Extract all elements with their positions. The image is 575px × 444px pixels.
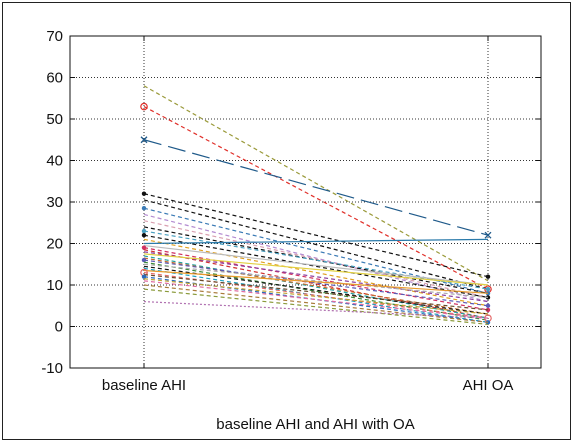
- data-point: [141, 233, 147, 238]
- data-point: [485, 303, 491, 308]
- data-point: [484, 231, 492, 239]
- data-point: [141, 191, 147, 196]
- series-line-31: [143, 280, 489, 319]
- series-line-32: [143, 284, 489, 323]
- series-line-11: [143, 234, 489, 299]
- series-line-14: [143, 244, 489, 286]
- series-line-26: [143, 269, 489, 294]
- data-point: [140, 102, 148, 111]
- series-line-34: [143, 301, 489, 319]
- data-point: [140, 136, 148, 144]
- y-tick-label: 0: [55, 319, 63, 336]
- ahi-line-chart: -10 0 10 20 30 40 50 60 70 baseline AHI AHI OA base…: [41, 28, 542, 433]
- y-tick-label: 40: [46, 153, 63, 170]
- series-line-2: [143, 106, 489, 290]
- x-axis-label: baseline AHI and AHI with OA: [216, 416, 414, 433]
- plot-area-border: [69, 35, 542, 369]
- data-point: [485, 274, 491, 279]
- data-point: [141, 274, 147, 279]
- y-tick-label: 30: [46, 194, 63, 211]
- y-tick-label: 70: [46, 28, 63, 45]
- y-tick-label: 60: [46, 70, 63, 87]
- series-line-1: [143, 85, 489, 282]
- x-tick-label: AHI OA: [463, 377, 514, 394]
- series-line-18: [143, 253, 489, 286]
- series-line-9: [143, 226, 489, 294]
- series-line-4: [143, 193, 489, 278]
- series-line-15: [143, 247, 489, 311]
- series-line-19: [143, 255, 489, 319]
- series-line-21: [143, 259, 489, 307]
- series-line-33: [143, 288, 489, 326]
- y-tick-label: 10: [46, 277, 63, 294]
- chart-frame: -10 0 10 20 30 40 50 60 70 baseline AHI AHI OA base…: [2, 2, 571, 440]
- series-line-3: [143, 139, 489, 236]
- series-line-7: [143, 213, 489, 303]
- y-tick-label: 20: [46, 236, 63, 253]
- series-line-30: [143, 278, 489, 315]
- series-line-17: [143, 251, 489, 303]
- y-tick-label: -10: [41, 360, 63, 377]
- data-point: [141, 228, 147, 234]
- series-line-28: [143, 274, 489, 311]
- data-point: [141, 245, 147, 250]
- y-tick-label: 50: [46, 111, 63, 128]
- series-line-12: [143, 238, 489, 307]
- data-point: [141, 206, 147, 211]
- series-line-8: [143, 220, 489, 299]
- series-line-5: [143, 199, 489, 290]
- data-point: [141, 257, 147, 263]
- data-point: [485, 286, 491, 292]
- series-line-23: [143, 263, 489, 299]
- series-line-25: [143, 267, 489, 323]
- series-line-16: [143, 249, 489, 319]
- series-line-13: [143, 238, 489, 245]
- x-tick-label: baseline AHI: [102, 377, 186, 394]
